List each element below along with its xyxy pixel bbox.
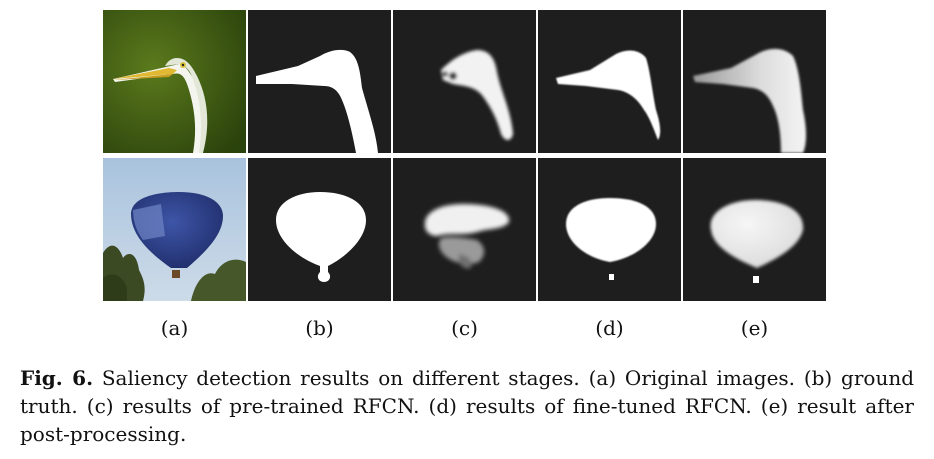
figure-caption: Fig. 6. Saliency detection results on di… [20,364,914,448]
balloon-finetuned-rfcn-map [538,158,681,301]
egret-finetuned-rfcn-map [538,10,681,153]
column-label-b: (b) [305,316,334,340]
column-label-d: (d) [595,316,624,340]
figure-caption-label: Fig. 6. [20,366,94,390]
column-label-e: (e) [740,316,769,340]
column-label-c: (c) [451,316,478,340]
balloon-original-image [103,158,246,301]
egret-ground-truth-mask [248,10,391,153]
egret-original-image [103,10,246,153]
egret-pretrained-rfcn-map [393,10,536,153]
figure-caption-text: Saliency detection results on different … [20,366,915,446]
column-label-a: (a) [160,316,189,340]
balloon-pretrained-rfcn-map [393,158,536,301]
figure-panel-grid: (a) (b) (c) (d) (e) [103,10,828,340]
balloon-postprocessed-map [683,158,826,301]
balloon-ground-truth-mask [248,158,391,301]
egret-postprocessed-map [683,10,826,153]
